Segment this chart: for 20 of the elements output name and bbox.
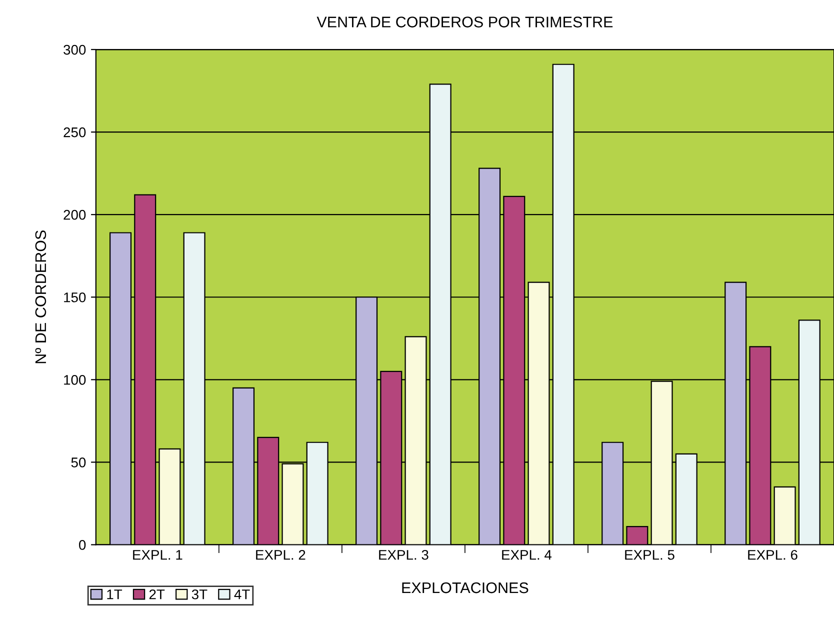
legend-label: 3T — [192, 589, 208, 600]
x-tick-label: EXPL. 1 — [133, 550, 182, 560]
y-tick-label: 100 — [64, 374, 86, 385]
legend-label: 1T — [107, 590, 122, 600]
x-tick-label: EXPL. 3 — [379, 550, 428, 560]
x-tick-label: EXPL. 5 — [625, 550, 674, 560]
legend-label: 2T — [149, 589, 165, 600]
y-tick-label: 250 — [64, 127, 86, 138]
x-axis-title: EXPLOTACIONES — [402, 582, 528, 594]
legend-label: 4T — [234, 590, 250, 600]
y-tick-label: 150 — [64, 292, 86, 302]
y-axis-title: Nº DE CORDEROS — [35, 230, 46, 364]
chart-title: VENTA DE CORDEROS POR TRIMESTRE — [316, 16, 613, 28]
y-tick-label: 50 — [71, 458, 86, 468]
x-tick-label: EXPL. 6 — [748, 550, 798, 560]
y-tick-label: 300 — [64, 44, 86, 55]
x-tick-label: EXPL. 2 — [256, 550, 306, 560]
x-tick-label: EXPL. 4 — [502, 550, 552, 560]
y-tick-label: 200 — [64, 210, 86, 220]
y-tick-label: 0 — [79, 540, 86, 550]
